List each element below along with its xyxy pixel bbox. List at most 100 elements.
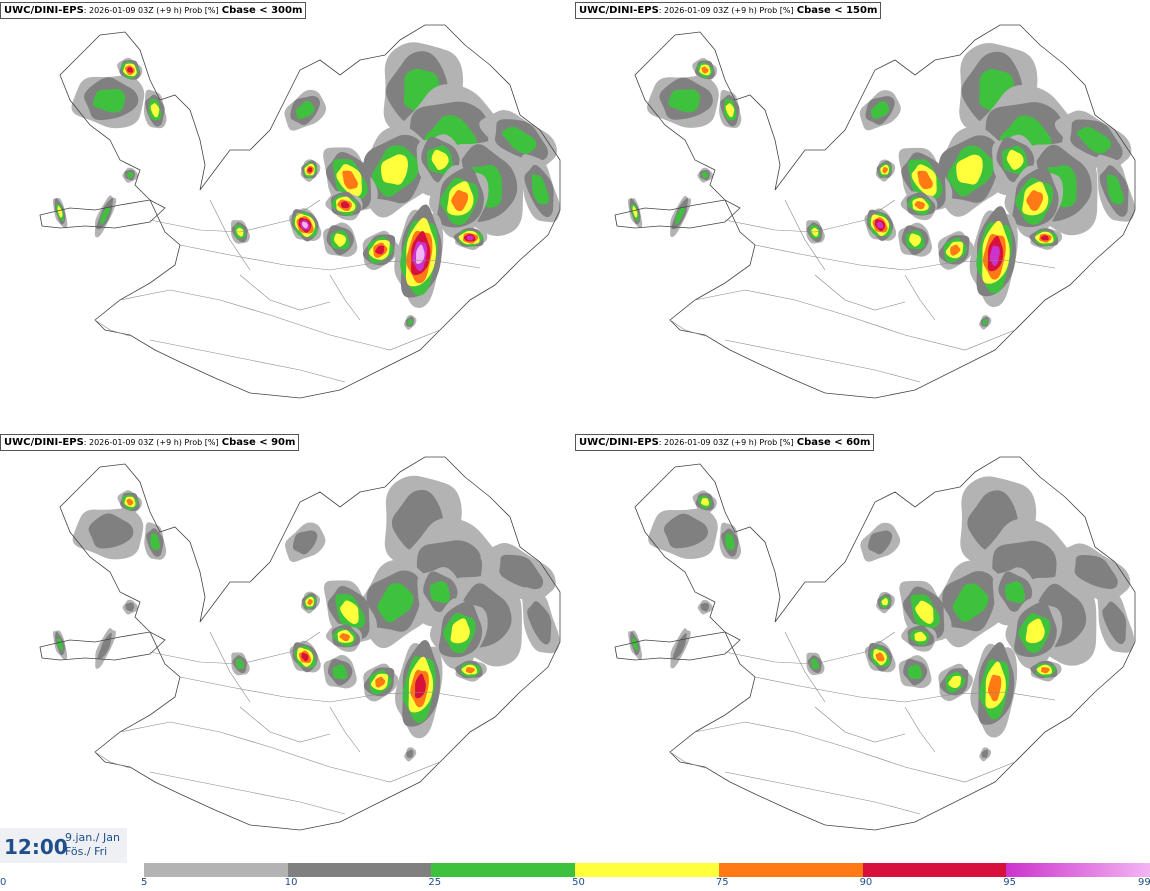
boundary-line: [149, 771, 346, 815]
probability-contour: [987, 674, 1002, 702]
boundary-line: [329, 274, 361, 321]
boundary-line: [94, 751, 131, 769]
probability-contour: [302, 221, 308, 229]
panel-title: UWC/DINI-EPS: 2026-01-09 03Z (+9 h) Prob…: [0, 2, 307, 19]
boundary-line: [724, 631, 896, 665]
probability-contour: [499, 554, 544, 590]
probability-contour: [125, 602, 135, 612]
probability-contour: [907, 664, 923, 680]
probability-contour: [150, 103, 160, 118]
panel-title: UWC/DINI-EPS: 2026-01-09 03Z (+9 h) Prob…: [575, 434, 875, 451]
probability-contour: [307, 599, 313, 606]
probability-contour: [501, 126, 537, 154]
boundary-line: [724, 199, 896, 233]
probability-contour: [340, 201, 350, 209]
probability-contour: [375, 245, 385, 255]
probability-field: [627, 43, 1135, 330]
boundary-line: [329, 706, 361, 753]
boundary-line: [239, 274, 331, 311]
boundary-line: [754, 676, 1056, 703]
probability-contour: [631, 637, 639, 651]
probability-contour: [950, 244, 961, 256]
boundary-line: [694, 721, 1016, 783]
probability-contour: [881, 598, 888, 606]
boundary-line: [784, 199, 826, 271]
colorbar-tick-50: 50: [572, 877, 585, 888]
probability-contour: [870, 101, 890, 120]
probability-contour: [1074, 555, 1118, 589]
boundary-line: [724, 771, 921, 815]
field-name: Cbase < 300m: [221, 5, 303, 16]
valid-time: 12:00: [4, 835, 68, 859]
map-panel-cbase-300m: UWC/DINI-EPS: 2026-01-09 03Z (+9 h) Prob…: [0, 0, 575, 432]
probability-contour: [663, 513, 709, 549]
probability-contour: [88, 513, 134, 549]
probability-contour: [527, 601, 552, 645]
probability-contour: [431, 149, 449, 170]
probability-contour: [1005, 581, 1026, 604]
probability-contour: [701, 66, 709, 74]
colorbar-tick-75: 75: [715, 877, 729, 888]
run-info: : 2026-01-09 03Z (+9 h) Prob [%]: [83, 6, 219, 15]
probability-contour: [1106, 174, 1124, 205]
probability-contour: [375, 676, 386, 688]
boundary-line: [814, 274, 906, 311]
boundary-line: [119, 289, 441, 351]
boundary-line: [94, 319, 131, 337]
boundary-line: [209, 631, 251, 703]
boundary-line: [904, 706, 936, 753]
probability-contour: [301, 652, 309, 662]
probability-field: [628, 476, 1135, 762]
probability-contour: [1102, 601, 1127, 645]
probability-contour: [948, 675, 962, 688]
probability-contour: [377, 583, 414, 623]
boundary-line: [119, 721, 441, 783]
coastline: [39, 456, 561, 831]
model-name: UWC/DINI-EPS: [579, 5, 659, 16]
panel-title: UWC/DINI-EPS: 2026-01-09 03Z (+9 h) Prob…: [575, 2, 882, 19]
boundary-line: [239, 706, 331, 743]
probability-contour: [150, 533, 160, 550]
run-info: : 2026-01-09 03Z (+9 h) Prob [%]: [658, 6, 794, 15]
probability-contour: [675, 206, 685, 225]
probability-contour: [725, 533, 735, 550]
boundary-line: [669, 751, 706, 769]
model-name: UWC/DINI-EPS: [4, 437, 84, 448]
probability-contour: [92, 89, 126, 113]
probability-contour: [668, 89, 700, 113]
probability-contour: [956, 154, 983, 185]
probability-contour: [952, 583, 989, 623]
colorbar-segment-25-50: [431, 863, 576, 877]
probability-field: [53, 475, 560, 762]
probability-contour: [406, 749, 414, 758]
coastline: [39, 24, 561, 399]
valid-date-line1: 9.jan./ Jan: [65, 831, 120, 844]
boundary-line: [904, 274, 936, 321]
probability-contour: [100, 206, 110, 226]
model-name: UWC/DINI-EPS: [4, 5, 84, 16]
probability-contour: [1006, 149, 1024, 170]
valid-time-box: 12:00 9.jan./ Jan Fös./ Fri: [0, 828, 127, 863]
boundary-line: [179, 244, 481, 271]
colorbar-segment-10-25: [287, 863, 432, 877]
probability-contour: [307, 167, 313, 173]
probability-contour: [292, 530, 318, 555]
probability-contour: [531, 174, 549, 205]
probability-contour: [909, 233, 922, 247]
probability-contour: [725, 103, 735, 118]
probability-contour: [381, 154, 408, 185]
probability-contour: [917, 170, 933, 190]
colorbar-tick-99: 99: [1138, 877, 1150, 888]
colorbar-tick-25: 25: [428, 877, 442, 888]
probability-contour: [334, 233, 347, 247]
probability-contour: [1025, 618, 1045, 644]
field-name: Cbase < 60m: [796, 437, 871, 448]
coastline: [614, 24, 1136, 399]
run-info: : 2026-01-09 03Z (+9 h) Prob [%]: [83, 438, 219, 447]
probability-contour: [875, 652, 885, 662]
probability-contour: [295, 101, 315, 120]
probability-contour: [1077, 126, 1112, 154]
boundary-line: [209, 199, 251, 271]
probability-contour: [126, 498, 134, 506]
probability-contour: [876, 221, 884, 229]
